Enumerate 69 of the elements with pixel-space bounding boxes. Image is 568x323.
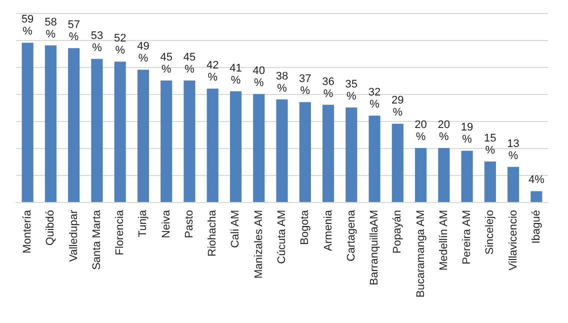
data-label: 20% xyxy=(414,119,427,143)
data-label: 57% xyxy=(68,19,80,44)
x-tick-label: Florencia xyxy=(114,209,126,256)
data-label: 29% xyxy=(392,94,404,119)
data-label: 45% xyxy=(160,52,172,76)
bar xyxy=(530,191,542,202)
x-tick-label: Ibagué xyxy=(530,210,542,244)
bar xyxy=(346,108,358,202)
data-label: 40% xyxy=(252,65,265,89)
data-label: 15% xyxy=(484,132,496,156)
data-label: 41% xyxy=(230,62,242,86)
data-label: 20% xyxy=(438,119,450,143)
data-label: 52% xyxy=(114,32,126,57)
x-tick-label: Villavicencio xyxy=(507,210,520,270)
bar xyxy=(44,45,56,202)
x-tick-label: Cali AM xyxy=(230,210,242,248)
x-tick-label: Cartagena xyxy=(345,209,358,262)
data-label: 45% xyxy=(183,52,196,76)
bar xyxy=(415,148,427,202)
data-label: 38% xyxy=(276,70,288,94)
x-tick-label: Santa Marta xyxy=(90,209,103,270)
bar xyxy=(322,104,334,202)
x-tick-label: Valledupar xyxy=(68,210,80,262)
data-label: 32% xyxy=(368,86,381,111)
data-label: 58% xyxy=(44,16,57,40)
x-tick-label: Quibdó xyxy=(44,210,57,246)
data-label: 49% xyxy=(137,40,150,65)
bar xyxy=(438,148,450,202)
bar xyxy=(206,88,218,202)
data-label: 13% xyxy=(507,138,520,162)
bar xyxy=(160,80,172,202)
bar xyxy=(461,150,473,202)
x-tick-label: BarranquillaAM xyxy=(368,210,381,286)
data-label: 35% xyxy=(345,78,358,102)
x-tick-label: Sincelejo xyxy=(484,210,496,255)
x-tick-label: Pereira AM xyxy=(461,210,474,264)
x-tick-label: Tunja xyxy=(137,209,150,238)
bar xyxy=(184,80,196,202)
data-label: 37% xyxy=(299,73,312,98)
data-label: 59% xyxy=(21,14,34,38)
x-tick-label: Neiva xyxy=(160,209,172,238)
bar xyxy=(68,48,80,202)
data-label: 4% xyxy=(528,174,545,186)
x-tick-label: Bucaramanga AM xyxy=(414,210,427,298)
bar xyxy=(253,94,265,202)
bar xyxy=(137,70,149,202)
x-tick-label: Cúcuta AM xyxy=(276,210,288,264)
data-label: 42% xyxy=(206,60,219,84)
bar xyxy=(22,42,34,202)
x-tick-label: Armenia xyxy=(322,209,334,251)
data-label: 36% xyxy=(322,76,334,100)
x-tick-label: Riohacha xyxy=(206,209,219,256)
x-tick-label: Bogota xyxy=(299,209,312,245)
bar xyxy=(508,166,520,202)
bar xyxy=(276,99,288,202)
bar xyxy=(484,162,496,202)
data-label: 53% xyxy=(90,30,104,54)
bar xyxy=(230,91,242,202)
data-label: 19% xyxy=(460,122,474,146)
bar xyxy=(392,124,404,202)
x-tick-label: Medellín AM xyxy=(438,210,450,271)
bar xyxy=(368,116,380,202)
x-tick-label: Manizales AM xyxy=(252,210,265,278)
x-tick-label: Popayán xyxy=(392,210,404,254)
bar xyxy=(114,62,126,202)
x-tick-label: Pasto xyxy=(183,210,196,238)
x-tick-label: Montería xyxy=(22,209,34,254)
bar xyxy=(91,58,103,202)
bar xyxy=(299,102,311,202)
